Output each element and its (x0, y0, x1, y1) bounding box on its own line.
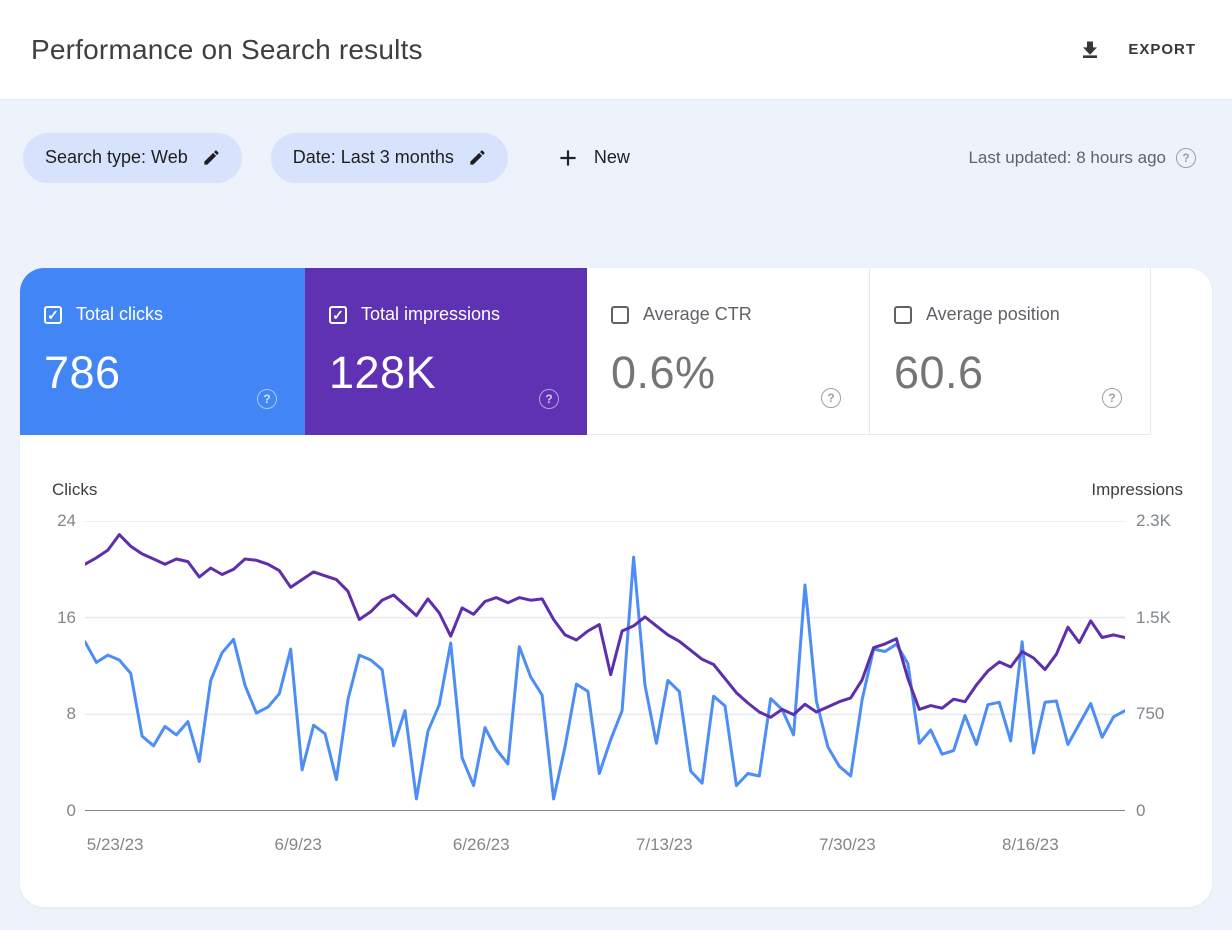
x-axis-tick: 7/30/23 (818, 835, 876, 854)
x-axis-tick: 6/9/23 (274, 835, 322, 854)
new-filter-label: New (593, 147, 630, 167)
average-ctr-label: Average CTR (643, 304, 752, 324)
new-filter-button[interactable]: New (555, 145, 630, 171)
date-range-chip-label: Date: Last 3 months (292, 147, 454, 167)
search-type-chip-label: Search type: Web (45, 147, 188, 167)
page-title: Performance on Search results (31, 33, 423, 65)
checkbox-checked-icon[interactable] (44, 305, 62, 324)
line-chart-svg (83, 520, 1127, 812)
help-icon[interactable]: ? (257, 389, 277, 409)
checkbox-checked-icon[interactable] (329, 305, 347, 324)
export-button[interactable]: EXPORT (1078, 38, 1196, 62)
help-icon[interactable]: ? (821, 388, 841, 408)
y-axis-tick-left: 8 (66, 704, 76, 724)
help-icon[interactable]: ? (1102, 388, 1122, 408)
average-ctr-tile[interactable]: Average CTR 0.6% ? (587, 268, 869, 435)
x-axis-tick: 5/23/23 (86, 835, 144, 854)
left-axis-title: Clicks (52, 480, 98, 499)
date-range-chip[interactable]: Date: Last 3 months (270, 132, 508, 183)
chart-plot-area (83, 520, 1127, 812)
y-axis-tick-right: 1.5K (1136, 607, 1171, 627)
metric-tiles: Total clicks 786 ? Total impressions 128… (20, 268, 1212, 435)
pencil-icon (470, 150, 485, 165)
series-total-impressions (83, 533, 1127, 719)
checkbox-unchecked-icon[interactable] (894, 305, 912, 324)
average-ctr-value: 0.6% (611, 347, 716, 398)
page-header: Performance on Search results EXPORT (0, 0, 1232, 100)
x-axis-tick: 6/26/23 (452, 835, 510, 854)
y-axis-tick-left: 0 (66, 801, 76, 820)
x-axis-tick: 8/16/23 (1001, 835, 1059, 854)
last-updated: Last updated: 8 hours ago ? (968, 147, 1196, 168)
total-clicks-tile[interactable]: Total clicks 786 ? (20, 268, 305, 435)
average-position-tile[interactable]: Average position 60.6 ? (869, 268, 1151, 435)
help-icon[interactable]: ? (539, 389, 559, 409)
average-position-label: Average position (926, 304, 1060, 324)
x-axis-tick: 7/13/23 (635, 835, 693, 854)
y-axis-tick-left: 16 (57, 607, 76, 627)
total-clicks-label: Total clicks (76, 304, 164, 324)
total-impressions-tile[interactable]: Total impressions 128K ? (305, 268, 587, 435)
series-total-clicks (83, 555, 1127, 801)
checkbox-unchecked-icon[interactable] (611, 305, 629, 324)
y-axis-tick-right: 2.3K (1136, 511, 1171, 530)
total-impressions-value: 128K (329, 347, 437, 398)
performance-card: Total clicks 786 ? Total impressions 128… (20, 268, 1212, 907)
export-label: EXPORT (1128, 41, 1196, 58)
search-type-chip[interactable]: Search type: Web (23, 132, 242, 183)
pencil-icon (204, 150, 219, 165)
filter-bar: Search type: Web Date: Last 3 months New… (0, 100, 1232, 215)
y-axis-tick-left: 24 (57, 511, 76, 530)
y-axis-tick-right: 0 (1136, 801, 1146, 820)
total-impressions-label: Total impressions (361, 304, 501, 324)
right-axis-title: Impressions (1091, 480, 1183, 499)
help-icon[interactable]: ? (1176, 147, 1196, 168)
plus-icon (560, 149, 576, 166)
average-position-value: 60.6 (894, 347, 984, 398)
download-icon (1083, 41, 1098, 58)
y-axis-tick-right: 750 (1136, 704, 1165, 724)
last-updated-text: Last updated: 8 hours ago (968, 147, 1166, 167)
performance-chart: Clicks Impressions 0 8 16 24 0 750 1.5K 2.3K 5… (20, 468, 1212, 888)
total-clicks-value: 786 (44, 347, 121, 398)
